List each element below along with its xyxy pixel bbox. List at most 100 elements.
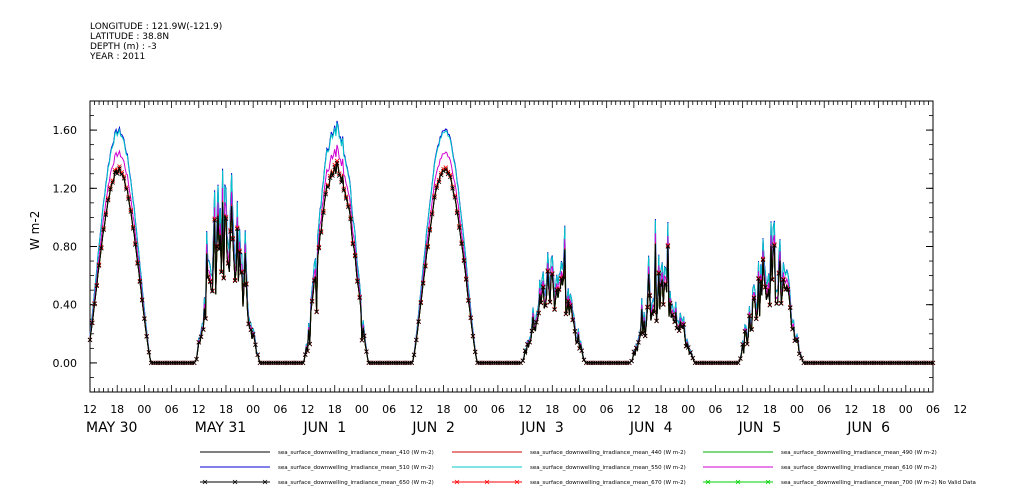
series-marker [418,300,424,306]
series-marker [466,298,471,303]
series-marker [221,276,226,281]
series-marker [645,305,650,310]
series-marker [550,270,555,276]
series-marker [747,313,752,319]
series-marker [225,261,231,266]
series-marker [191,360,197,366]
series-marker [543,303,548,308]
series-marker [230,237,236,242]
series-marker [427,228,433,233]
series-marker [146,349,152,355]
series-marker [758,279,764,284]
series-marker [649,311,655,317]
series-marker [137,279,143,284]
series-marker [443,167,449,172]
series-marker [232,278,238,284]
series-marker [309,299,315,304]
series-marker [672,319,677,325]
series-marker [749,327,754,332]
y-tick-label: 1.60 [53,124,78,137]
series-marker [760,256,766,262]
series-marker [117,164,122,169]
series-marker [416,319,421,325]
x-tick-label: 00 [137,403,151,416]
legend-label: sea_surface_downwelling_irradiance_mean_… [530,480,686,486]
series-marker [470,333,476,339]
series-marker [341,188,347,193]
series-marker [121,176,127,181]
series-marker [228,229,233,234]
series-marker [787,305,793,311]
x-tick-label: 18 [328,403,342,416]
series-marker [472,349,478,355]
series-marker [235,225,240,230]
series-marker [96,263,102,268]
series-marker [348,216,353,222]
series-marker [194,356,199,362]
series-marker [690,355,696,361]
series-marker [769,277,775,283]
series-marker [219,270,224,275]
series-marker [443,165,449,170]
day-label: MAY 30 [86,420,137,436]
day-label: JUN 4 [629,420,673,436]
plot-metadata: LONGITUDE : 121.9W(-121.9) LATITUDE : 38… [90,22,222,62]
series-marker [463,277,469,282]
series-marker [735,360,741,366]
latitude-label: LATITUDE : 38.8N [90,32,170,42]
series-marker [425,244,430,250]
series-marker [459,241,464,247]
series-marker [307,341,313,347]
legend-label: sea_surface_downwelling_irradiance_mean_… [278,465,434,471]
series-marker [529,328,535,334]
series-marker [778,301,784,306]
series-marker [633,345,639,351]
x-tick-label: 18 [437,403,451,416]
series-marker [448,174,453,180]
x-tick-label: 12 [844,403,858,416]
series-marker [312,278,317,283]
series-marker [454,210,460,216]
series-marker [350,241,356,247]
series-marker [763,285,768,290]
series-marker [681,322,687,327]
series-marker [767,302,773,308]
series-marker [772,242,777,247]
x-tick-label: 00 [464,403,478,416]
series-marker [212,216,217,222]
series-marker [792,338,798,344]
series-marker [142,316,147,322]
series-marker [561,275,566,281]
series-marker [323,191,328,197]
series-marker [198,334,204,340]
series-marker [414,337,419,343]
x-tick-label: 06 [708,403,722,416]
x-tick-label: 12 [518,403,532,416]
series-marker [742,329,748,334]
series-marker [774,301,779,306]
series-marker [248,327,254,333]
series-marker [352,253,358,259]
legend-marker [202,479,208,485]
series-marker [563,311,569,317]
series-marker [237,249,242,255]
x-tick-label: 18 [545,403,559,416]
series-marker [130,226,136,231]
series-marker [87,337,93,343]
series-marker [126,196,131,202]
x-tick-label: 12 [83,403,97,416]
series-marker [244,282,249,287]
series-marker [738,356,743,361]
series-marker [457,225,462,230]
series-marker [794,337,800,342]
series-marker [665,244,671,249]
x-tick-label: 18 [872,403,886,416]
series-marker [636,340,641,345]
series-marker [629,358,634,364]
legend-label: sea_surface_downwelling_irradiance_mean_… [781,450,937,456]
series-marker [760,257,766,263]
series-marker [579,348,585,354]
series-marker [325,184,331,190]
series-marker [441,168,446,174]
series-marker [361,333,367,339]
